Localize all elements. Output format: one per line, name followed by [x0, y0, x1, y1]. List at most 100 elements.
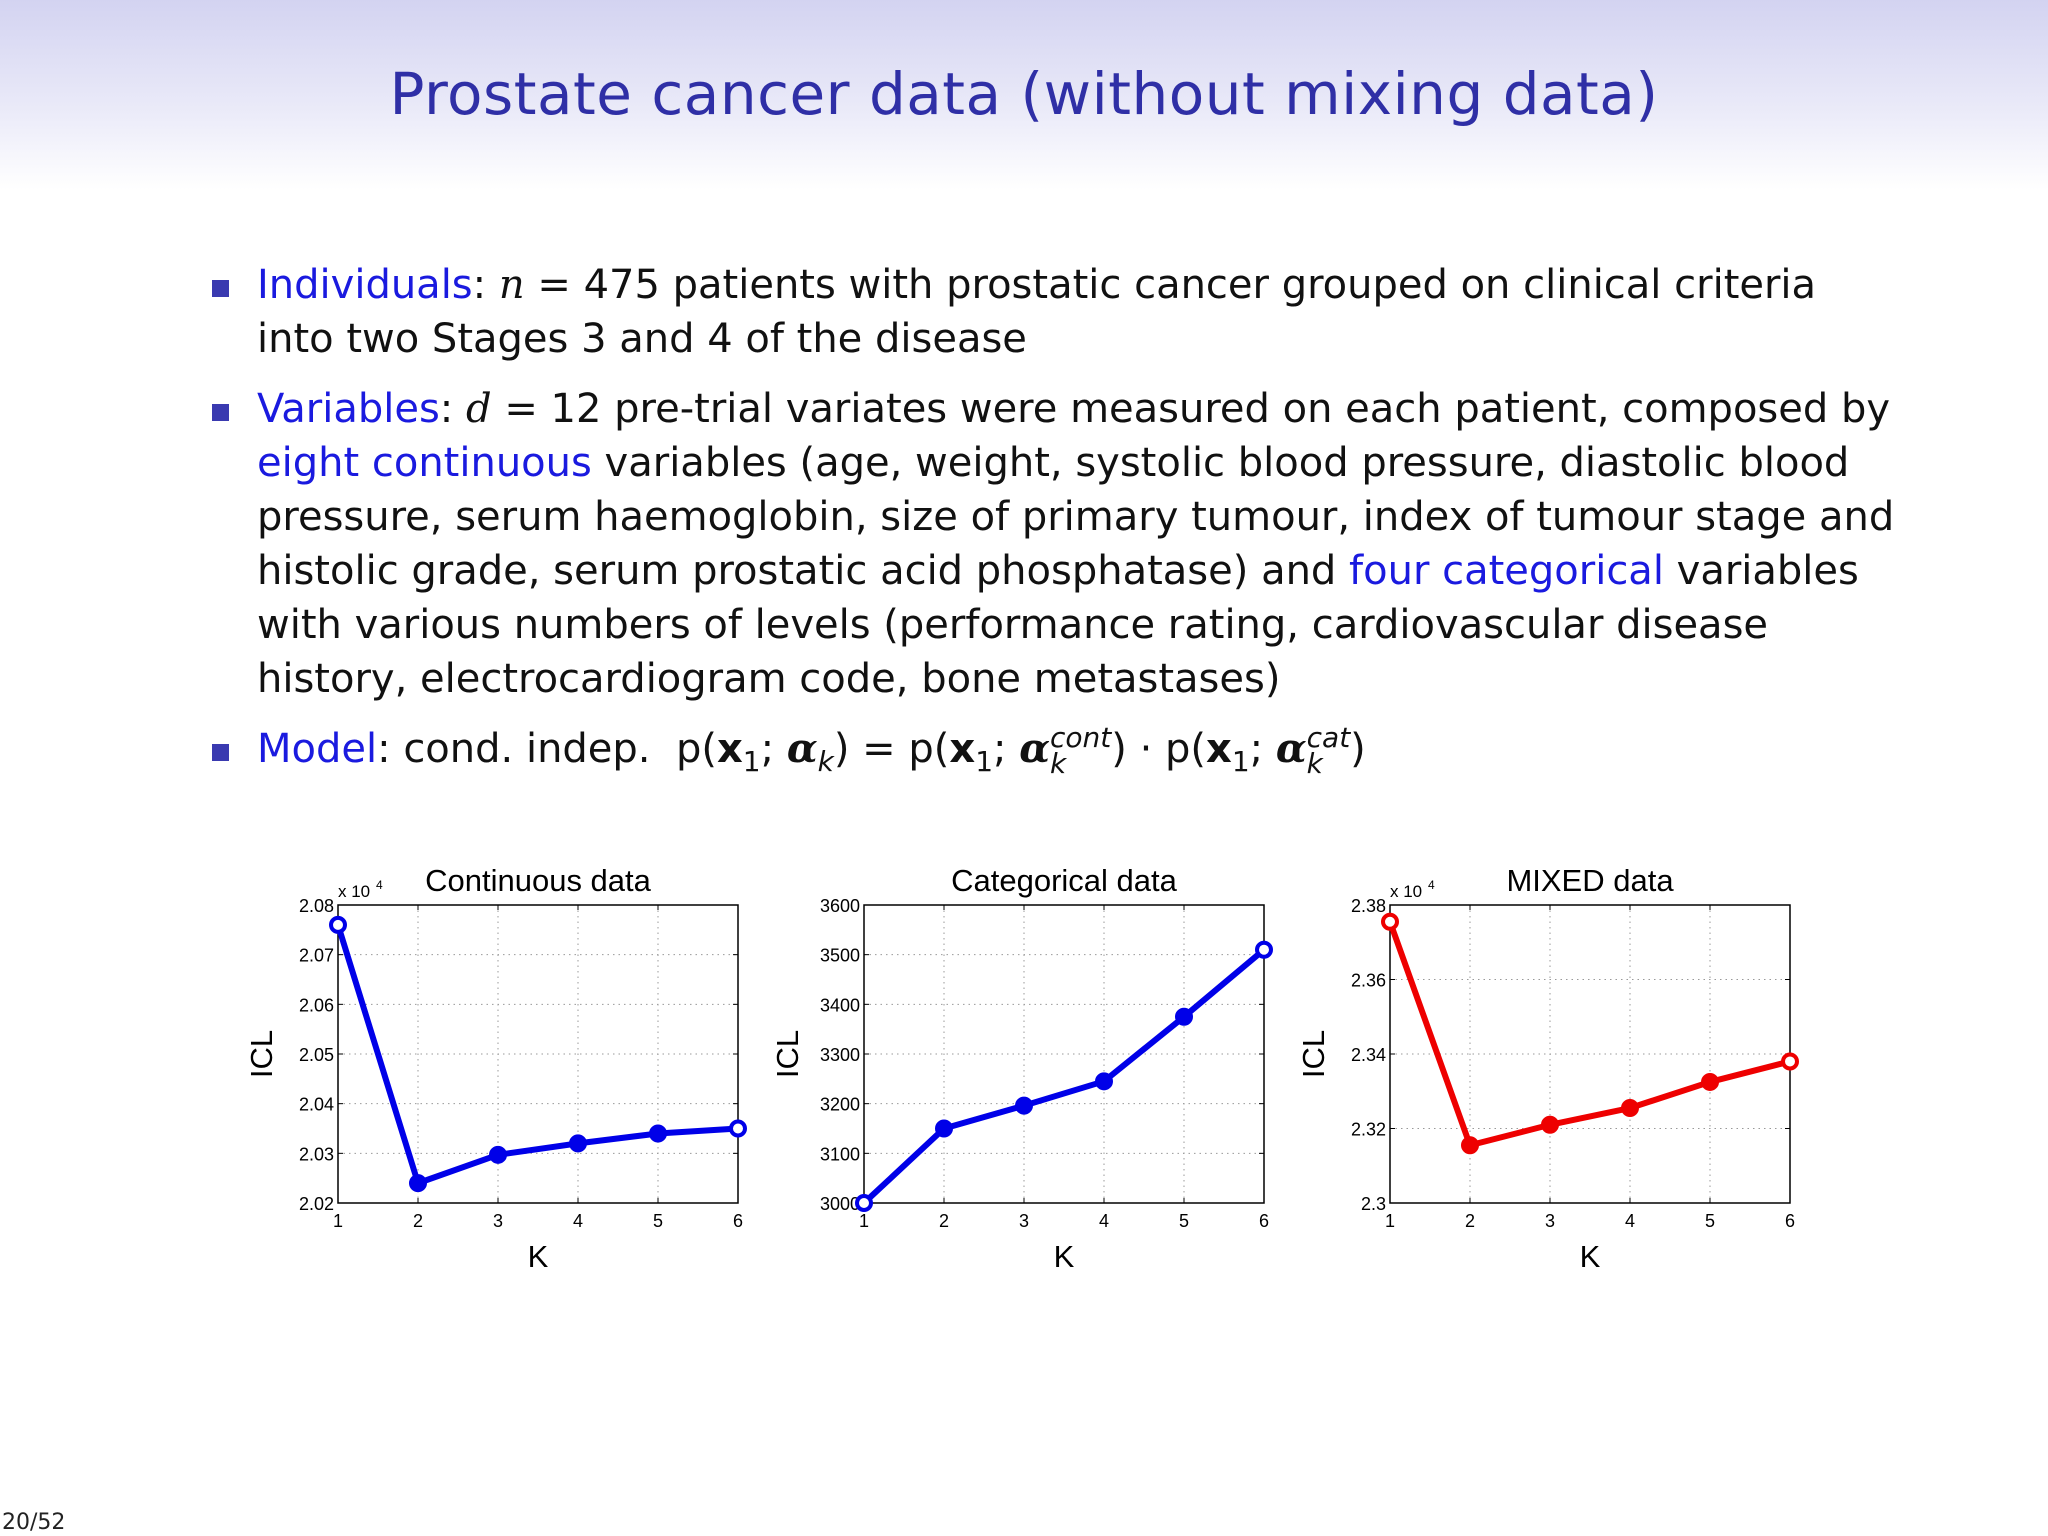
math-var-n: n	[498, 262, 525, 308]
y-tick-label: 3600	[820, 896, 860, 916]
y-tick-label: 2.3	[1361, 1194, 1386, 1214]
y-multiplier-exponent: 4	[1428, 878, 1435, 892]
bullet-text: = 475 patients with prostatic cancer gro…	[524, 262, 1817, 308]
x-tick-label: 2	[413, 1211, 423, 1231]
formula-semi: ;	[1249, 726, 1276, 772]
x-tick-label: 5	[653, 1211, 663, 1231]
x-tick-label: 6	[1785, 1211, 1795, 1231]
y-tick-label: 3400	[820, 995, 860, 1015]
x-tick-label: 6	[1259, 1211, 1269, 1231]
highlight-categorical: four categorical	[1349, 548, 1664, 594]
data-point	[489, 1145, 507, 1164]
highlight-continuous: eight continuous	[257, 440, 592, 486]
y-tick-label: 2.32	[1351, 1120, 1386, 1140]
data-point	[729, 1119, 747, 1138]
data-point	[1701, 1072, 1719, 1091]
formula-x: x	[1206, 726, 1232, 772]
y-tick-label: 2.38	[1351, 896, 1386, 916]
y-tick-label: 3300	[820, 1045, 860, 1065]
plot-frame	[337, 904, 739, 1204]
series-line	[1387, 920, 1791, 1149]
bullet-text: = 12 pre-trial variates were measured on…	[491, 386, 1891, 432]
model-formula: p(x1; αk) = p(x1; α cont k) · p(x1; α cat k)	[675, 724, 1366, 779]
plot-frame	[1389, 904, 1791, 1204]
x-tick-label: 6	[733, 1211, 743, 1231]
x-tick-label: 1	[1385, 1211, 1395, 1231]
chart-title: Continuous data	[425, 863, 652, 898]
formula-alpha: α	[1275, 725, 1307, 772]
title-banner	[0, 0, 2048, 190]
formula-p: p(	[675, 726, 717, 772]
x-tick-label: 2	[1465, 1211, 1475, 1231]
math-var-d: d	[466, 386, 492, 432]
y-axis-label: ICL	[244, 1030, 279, 1078]
x-axis-label: K	[1054, 1239, 1075, 1274]
y-tick-label: 2.04	[299, 1095, 334, 1115]
page-number: 20/52	[2, 1510, 66, 1535]
bullet-list: Individuals: n = 475 patients with prost…	[212, 258, 1912, 805]
plot-frame	[863, 904, 1265, 1204]
y-tick-label: 3100	[820, 1144, 860, 1164]
formula-alpha: α	[786, 725, 818, 772]
data-point	[1621, 1099, 1639, 1118]
y-tick-label: 3500	[820, 946, 860, 966]
bullet-text-continued: variables (age, weight, systolic blood p…	[257, 440, 1895, 594]
x-axis-label: K	[528, 1239, 549, 1274]
formula-close: )	[1350, 726, 1366, 772]
data-point	[1095, 1072, 1113, 1091]
data-point	[409, 1174, 427, 1193]
chart-continuous: 2.02 2.03 2.04 2.05 2.06 2.07 2.08 1 2 3 4 5 6 x 10 4 C…	[244, 863, 747, 1274]
y-tick-label: 2.34	[1351, 1045, 1386, 1065]
y-multiplier: x 10	[338, 882, 370, 901]
data-point	[855, 1194, 873, 1212]
bullet-label: Individuals	[257, 262, 473, 308]
y-multiplier-exponent: 4	[376, 878, 383, 892]
y-axis-label: ICL	[1296, 1030, 1331, 1078]
bullet-colon: :	[377, 726, 404, 772]
data-point	[935, 1119, 953, 1138]
bullet-square-icon	[212, 404, 229, 421]
formula-x: x	[949, 726, 976, 772]
x-tick-label: 1	[333, 1211, 343, 1231]
model-text: cond. indep.	[403, 726, 651, 772]
formula-sub-k: k	[817, 745, 834, 778]
y-tick-label: 2.36	[1351, 971, 1386, 991]
x-tick-label: 3	[1019, 1211, 1029, 1231]
formula-close: )	[833, 726, 850, 772]
formula-semi: ;	[993, 726, 1020, 772]
x-tick-label: 5	[1179, 1211, 1189, 1231]
formula-dot: ·	[1126, 726, 1166, 772]
bullet-square-icon	[212, 280, 229, 297]
y-tick-label: 2.06	[299, 995, 334, 1015]
x-tick-label: 5	[1705, 1211, 1715, 1231]
series-line	[335, 923, 739, 1187]
data-point	[1015, 1096, 1033, 1115]
bullet-text-end: variables with various numbers of levels…	[257, 548, 1859, 702]
chart-title: MIXED data	[1506, 863, 1674, 898]
formula-supsub: cat k	[1306, 724, 1351, 780]
data-point	[1461, 1136, 1479, 1155]
data-point	[329, 915, 347, 934]
x-axis-label: K	[1580, 1239, 1601, 1274]
series-line	[861, 947, 1266, 1206]
y-tick-label: 3000	[820, 1194, 860, 1214]
y-tick-label: 2.05	[299, 1045, 334, 1065]
bullet-label: Variables	[257, 386, 440, 432]
y-axis-label: ICL	[770, 1030, 805, 1078]
chart-categorical: 3000 3100 3200 3300 3400 3500 3600 1 2 3 4 5 6 Catego…	[770, 863, 1273, 1274]
x-tick-label: 4	[1625, 1211, 1635, 1231]
formula-sub-k: k	[1306, 747, 1323, 780]
formula-supsub: cont k	[1050, 721, 1112, 780]
formula-sup-cont: cont	[1050, 721, 1112, 754]
chart-mixed: 2.3 2.32 2.34 2.36 2.38 1 2 3 4 5 6 x 10 4 MIXED data…	[1296, 863, 1799, 1274]
formula-equals: =	[849, 726, 909, 772]
data-point	[1381, 912, 1399, 931]
x-tick-label: 1	[859, 1211, 869, 1231]
chart-title: Categorical data	[951, 863, 1178, 898]
y-tick-label: 2.03	[299, 1144, 334, 1164]
bullet-colon: :	[472, 262, 499, 308]
charts-area: 2.02 2.03 2.04 2.05 2.06 2.07 2.08 1 2 3 4 5 6 x 10 4 C…	[0, 840, 2048, 1290]
formula-sub: 1	[975, 745, 994, 778]
y-multiplier: x 10	[1390, 882, 1422, 901]
formula-sub-k: k	[1050, 747, 1067, 780]
